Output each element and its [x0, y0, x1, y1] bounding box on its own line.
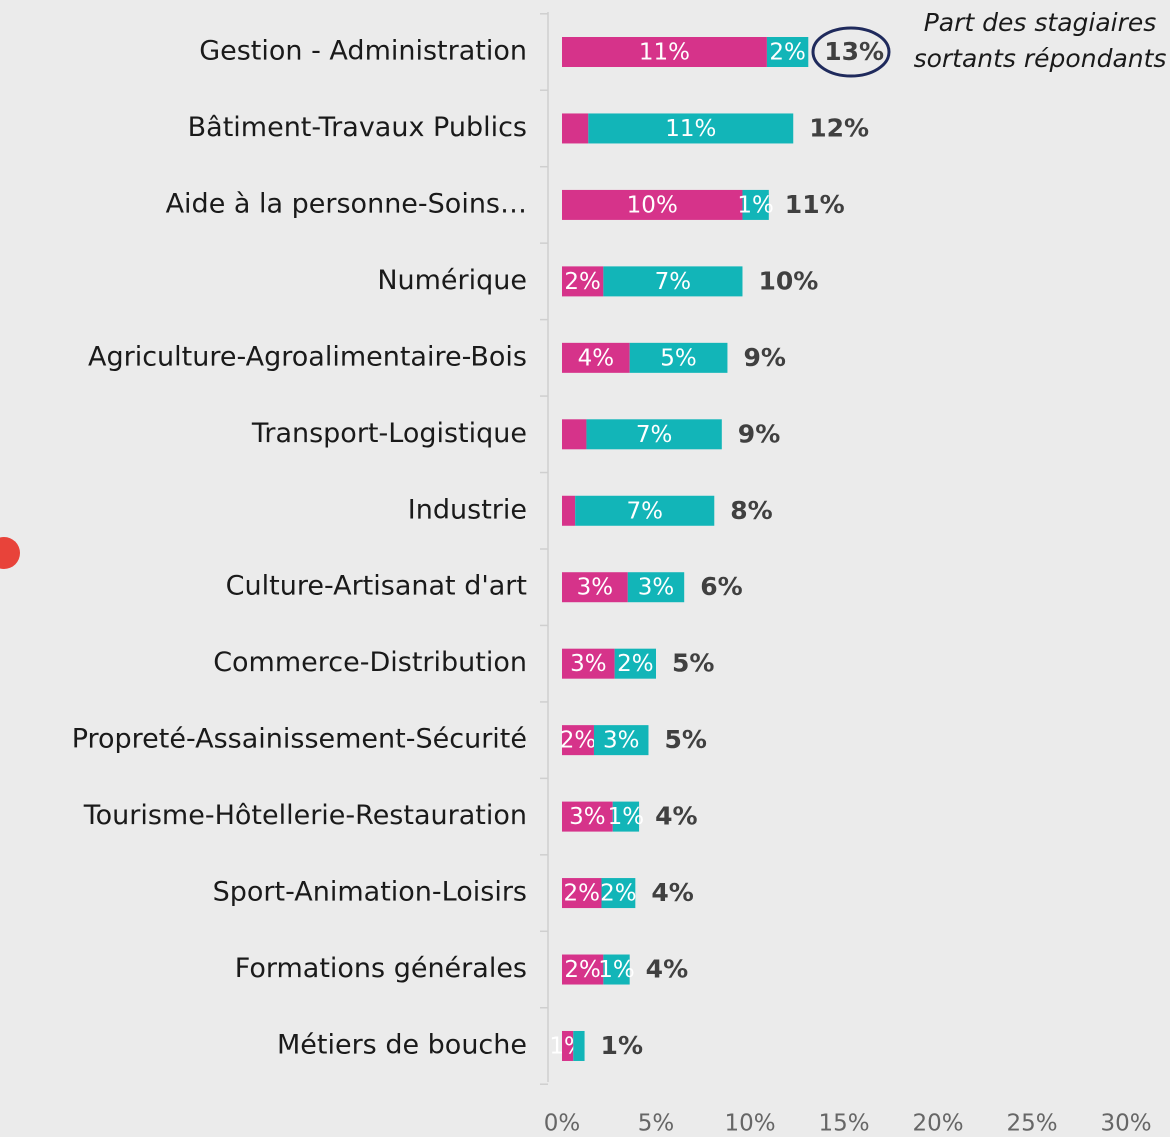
- segment-label: 3%: [569, 804, 606, 830]
- bar-segment: [562, 266, 604, 297]
- segment-label: 2%: [564, 269, 601, 295]
- x-tick-label: 30%: [1100, 1111, 1151, 1137]
- total-label: 4%: [655, 802, 697, 831]
- segment-label: 3%: [577, 575, 614, 601]
- bar-segment: [562, 572, 628, 603]
- bar-segment: [562, 1030, 574, 1061]
- total-label: 10%: [758, 266, 818, 295]
- annotation: sortants répondants: [914, 44, 1167, 73]
- segment-label: 2%: [617, 651, 654, 677]
- total-label: 5%: [672, 649, 714, 678]
- total-label: 8%: [730, 496, 772, 525]
- segment-label: 2%: [564, 957, 601, 983]
- x-tick-label: 20%: [912, 1111, 963, 1137]
- x-tick-label: 5%: [638, 1111, 675, 1137]
- category-label: Culture-Artisanat d'art: [226, 571, 527, 602]
- segment-label: 7%: [636, 422, 673, 448]
- bar-segment: [603, 954, 630, 985]
- category-label: Propreté-Assainissement-Sécurité: [72, 724, 527, 755]
- bar-segment: [629, 342, 728, 373]
- bar-segment: [586, 419, 722, 450]
- bar-segment: [742, 189, 769, 220]
- segment-label: 2%: [563, 881, 600, 907]
- category-label: Numérique: [377, 265, 527, 296]
- category-label: Formations générales: [235, 953, 527, 984]
- bar-segment: [562, 113, 589, 144]
- segment-label: 5%: [660, 345, 697, 371]
- bar-segment: [573, 1030, 585, 1061]
- segment-label: 7%: [626, 498, 663, 524]
- segment-label: 1%: [608, 804, 645, 830]
- total-label: 11%: [785, 190, 845, 219]
- segment-label: 1%: [737, 192, 774, 218]
- bar-segment: [562, 189, 743, 220]
- segment-label: 3%: [638, 575, 675, 601]
- segment-label: 4%: [578, 345, 615, 371]
- bar-segment: [766, 37, 809, 67]
- bar-segment: [562, 801, 613, 832]
- bar-segment: [562, 419, 587, 450]
- x-tick-label: 0%: [544, 1111, 581, 1137]
- bar-segment: [562, 725, 594, 756]
- segment-label: 2%: [769, 40, 806, 66]
- annotation: Part des stagiaires: [924, 8, 1157, 37]
- bar-segment: [562, 495, 576, 526]
- segment-label: 2%: [600, 881, 637, 907]
- total-label: 12%: [809, 113, 869, 142]
- bar-segment: [614, 648, 656, 679]
- segment-label: 3%: [603, 728, 640, 754]
- category-label: Sport-Animation-Loisirs: [213, 877, 527, 908]
- category-label: Commerce-Distribution: [213, 647, 527, 678]
- total-label: 5%: [664, 725, 706, 754]
- bar-segment: [562, 37, 767, 67]
- category-label: Agriculture-Agroalimentaire-Bois: [88, 341, 527, 372]
- bar-segment: [588, 113, 794, 144]
- total-label: 6%: [700, 572, 742, 601]
- category-label: Aide à la personne-Soins…: [166, 188, 527, 219]
- total-label: 9%: [743, 343, 785, 372]
- segment-label: 2%: [560, 728, 597, 754]
- category-label: Industrie: [408, 494, 527, 525]
- total-label: 4%: [646, 955, 688, 984]
- total-label: 9%: [738, 419, 780, 448]
- segment-label: 11%: [639, 40, 690, 66]
- bar-segment: [562, 954, 604, 985]
- segment-label: 1%: [598, 957, 635, 983]
- total-label: 4%: [651, 878, 693, 907]
- bar-segment: [612, 801, 640, 832]
- total-label: 13%: [824, 37, 884, 66]
- category-label: Tourisme-Hôtellerie-Restauration: [83, 800, 527, 831]
- bar-segment: [562, 342, 630, 373]
- bar-segment: [593, 725, 649, 756]
- x-tick-label: 15%: [818, 1111, 869, 1137]
- x-tick-label: 25%: [1006, 1111, 1057, 1137]
- category-label: Gestion - Administration: [199, 36, 527, 67]
- bar-segment: [601, 878, 636, 909]
- x-tick-label: 10%: [724, 1111, 775, 1137]
- segment-label: 11%: [665, 116, 716, 142]
- bar-segment: [562, 878, 602, 909]
- bar-segment: [603, 266, 743, 297]
- category-label: Transport-Logistique: [251, 418, 527, 449]
- bar-segment: [627, 572, 685, 603]
- segment-label: 7%: [655, 269, 692, 295]
- bar-segment: [575, 495, 715, 526]
- highlight-ellipse: [811, 26, 891, 78]
- total-label: 1%: [601, 1031, 643, 1060]
- segment-label: 10%: [627, 192, 678, 218]
- category-label: Bâtiment-Travaux Publics: [188, 112, 527, 143]
- decoration-dot: [0, 537, 20, 569]
- bar-segment: [562, 648, 615, 679]
- segment-label: 3%: [570, 651, 607, 677]
- category-label: Métiers de bouche: [277, 1029, 527, 1060]
